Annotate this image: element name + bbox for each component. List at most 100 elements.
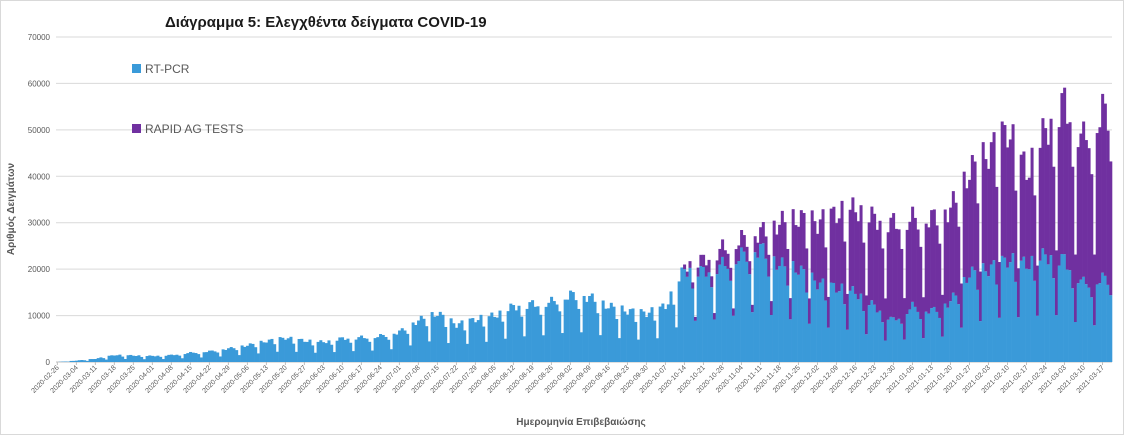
bar-rapid-ag bbox=[1035, 265, 1040, 316]
bar-rt-pcr bbox=[126, 355, 130, 362]
bars-layer bbox=[58, 87, 1113, 362]
bar-rt-pcr bbox=[607, 308, 611, 362]
bar-rt-pcr bbox=[360, 335, 364, 362]
bar-rt-pcr bbox=[476, 320, 480, 362]
bar-rt-pcr bbox=[455, 327, 459, 362]
bar-rt-pcr bbox=[83, 360, 87, 362]
legend-label-rt-pcr: RT-PCR bbox=[145, 62, 190, 76]
bar-rapid-ag bbox=[1033, 195, 1037, 281]
bar-rt-pcr bbox=[1092, 325, 1097, 362]
bar-rt-pcr bbox=[460, 320, 464, 362]
bar-rt-pcr bbox=[395, 334, 399, 362]
bar-rt-pcr bbox=[346, 338, 350, 362]
bar-rt-pcr bbox=[444, 326, 448, 362]
bar-rapid-ag bbox=[864, 295, 868, 335]
bar-rt-pcr bbox=[213, 351, 217, 362]
bar-rapid-ag bbox=[805, 248, 809, 293]
bar-rt-pcr bbox=[365, 338, 369, 362]
bar-rt-pcr bbox=[968, 277, 972, 362]
bar-rt-pcr bbox=[506, 311, 510, 362]
bar-rt-pcr bbox=[180, 358, 184, 362]
bar-rt-pcr bbox=[99, 357, 103, 362]
bar-rt-pcr bbox=[118, 354, 122, 362]
bar-rt-pcr bbox=[384, 336, 388, 362]
bar-rt-pcr bbox=[924, 311, 928, 362]
bar-rt-pcr bbox=[734, 264, 738, 362]
bar-rapid-ag bbox=[1106, 130, 1110, 285]
bar-rapid-ag bbox=[1054, 250, 1059, 316]
bar-rt-pcr bbox=[650, 307, 654, 362]
bar-rt-pcr bbox=[536, 306, 540, 362]
bar-rapid-ag bbox=[867, 222, 871, 306]
bar-rt-pcr bbox=[867, 305, 871, 362]
bar-rt-pcr bbox=[748, 274, 752, 362]
bar-rt-pcr bbox=[1014, 281, 1018, 362]
bar-rapid-ag bbox=[1084, 140, 1088, 285]
bar-rt-pcr bbox=[316, 341, 320, 362]
bar-rt-pcr bbox=[688, 267, 692, 362]
bar-rt-pcr bbox=[417, 320, 421, 362]
bar-rapid-ag bbox=[862, 242, 866, 312]
bar-rt-pcr bbox=[533, 306, 537, 362]
bar-rt-pcr bbox=[577, 308, 581, 362]
bar-rt-pcr bbox=[965, 282, 969, 362]
bar-rapid-ag bbox=[1109, 161, 1113, 296]
bar-rapid-ag bbox=[683, 264, 687, 270]
bar-rt-pcr bbox=[324, 343, 328, 362]
bar-rt-pcr bbox=[330, 344, 334, 362]
bar-rt-pcr bbox=[286, 338, 290, 362]
bar-rt-pcr bbox=[949, 301, 953, 362]
bar-rt-pcr bbox=[85, 360, 89, 362]
bar-rt-pcr bbox=[957, 304, 961, 362]
bar-rt-pcr bbox=[778, 265, 782, 362]
bar-rt-pcr bbox=[873, 304, 877, 362]
bar-rt-pcr bbox=[167, 354, 171, 362]
bar-rapid-ag bbox=[851, 197, 855, 287]
bar-rt-pcr bbox=[457, 323, 461, 362]
bar-rapid-ag bbox=[756, 242, 760, 258]
bar-rt-pcr bbox=[319, 340, 323, 362]
bar-rapid-ag bbox=[894, 228, 898, 321]
bar-rt-pcr bbox=[370, 350, 374, 362]
bar-rt-pcr bbox=[588, 296, 592, 362]
bar-rt-pcr bbox=[381, 334, 385, 362]
bar-rt-pcr bbox=[474, 322, 478, 362]
bar-rt-pcr bbox=[479, 314, 483, 362]
bar-rapid-ag bbox=[921, 297, 925, 339]
bar-rt-pcr bbox=[783, 266, 787, 362]
bar-rt-pcr bbox=[403, 330, 407, 362]
bar-rapid-ag bbox=[778, 224, 782, 266]
bar-rapid-ag bbox=[721, 239, 725, 257]
bar-rt-pcr bbox=[1095, 284, 1099, 362]
bar-rapid-ag bbox=[1030, 147, 1034, 256]
bar-rt-pcr bbox=[881, 322, 885, 362]
bar-rapid-ag bbox=[1041, 118, 1045, 249]
y-tick-label: 20000 bbox=[28, 265, 51, 274]
bar-rt-pcr bbox=[704, 276, 708, 362]
bar-rapid-ag bbox=[962, 171, 966, 278]
bar-rt-pcr bbox=[531, 300, 535, 362]
bar-rt-pcr bbox=[759, 244, 763, 362]
bar-rapid-ag bbox=[1082, 121, 1086, 277]
bar-rapid-ag bbox=[824, 247, 828, 301]
bar-rt-pcr bbox=[750, 312, 754, 362]
bar-rt-pcr bbox=[550, 296, 554, 362]
bar-rt-pcr bbox=[769, 314, 773, 362]
bar-rapid-ag bbox=[769, 301, 773, 315]
bar-rt-pcr bbox=[1035, 315, 1040, 362]
bar-rt-pcr bbox=[571, 292, 575, 362]
bar-rapid-ag bbox=[949, 207, 953, 302]
bar-rt-pcr bbox=[1033, 280, 1037, 362]
bar-rt-pcr bbox=[175, 354, 179, 362]
bar-rt-pcr bbox=[598, 335, 602, 362]
bar-rt-pcr bbox=[265, 342, 269, 362]
bar-rt-pcr bbox=[563, 299, 567, 362]
bar-rt-pcr bbox=[661, 303, 665, 362]
bar-rt-pcr bbox=[406, 333, 410, 362]
bar-rt-pcr bbox=[870, 300, 874, 362]
bar-rapid-ag bbox=[902, 298, 906, 340]
bar-rt-pcr bbox=[178, 355, 182, 362]
bar-rt-pcr bbox=[303, 341, 307, 362]
bar-rt-pcr bbox=[221, 349, 225, 362]
bar-rt-pcr bbox=[259, 340, 263, 362]
